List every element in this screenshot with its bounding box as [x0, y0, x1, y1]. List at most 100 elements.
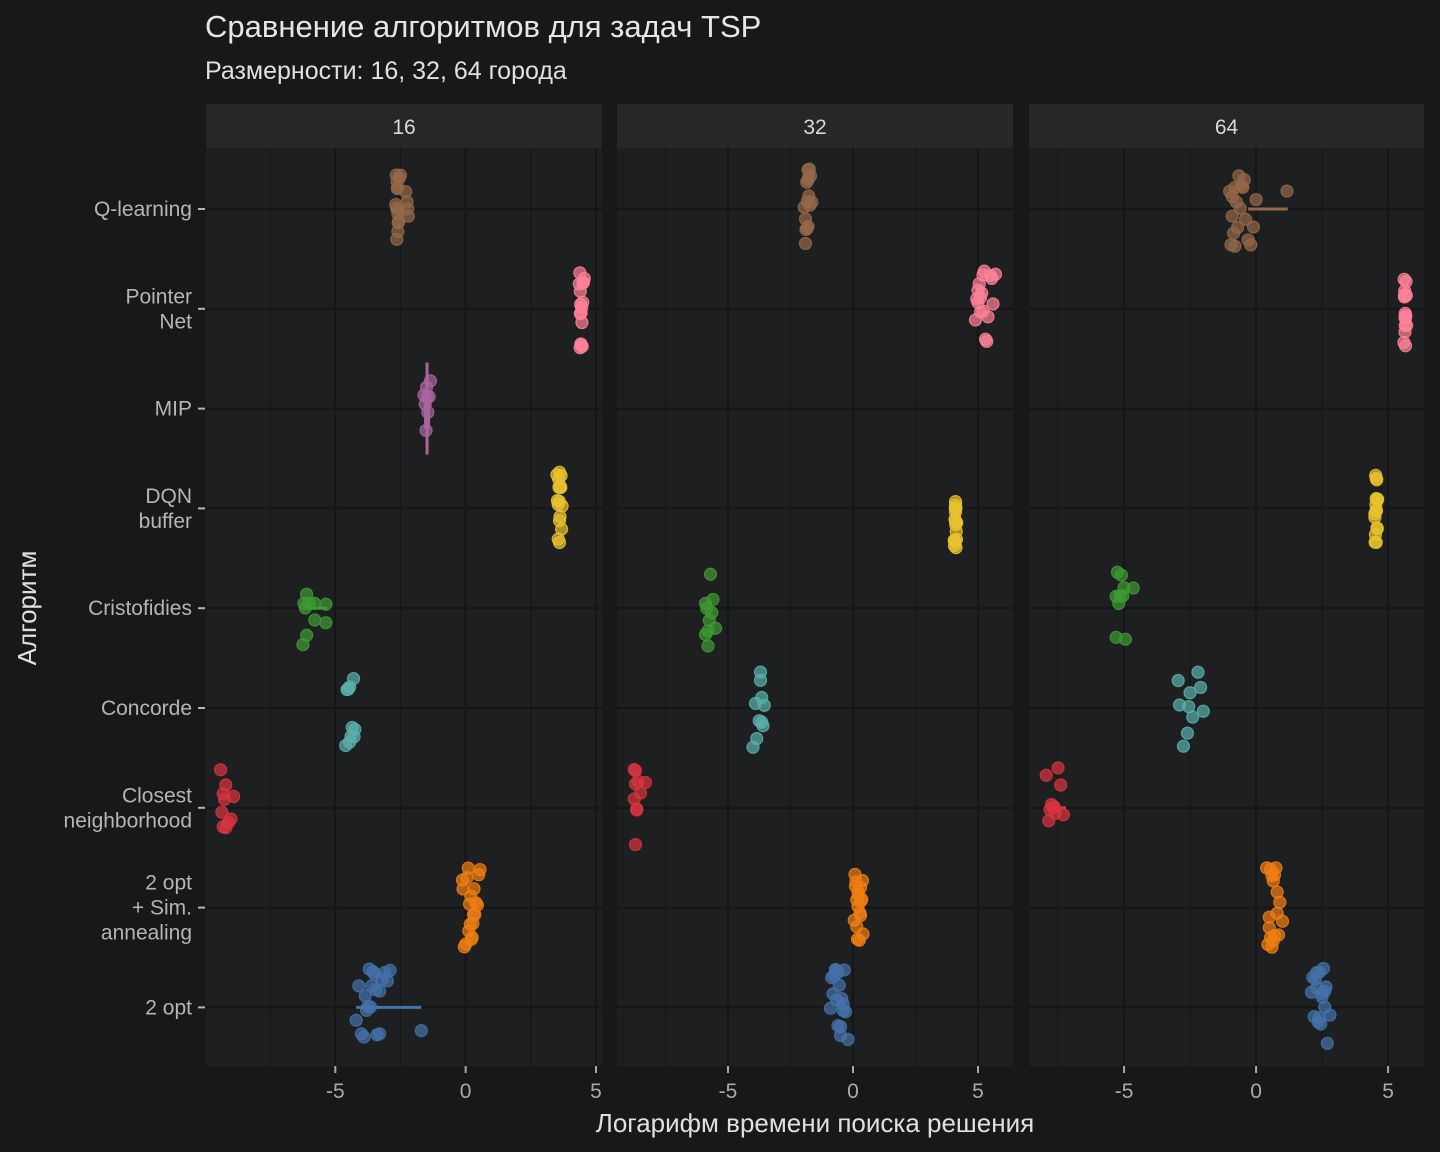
- facet-strip-label: 64: [1215, 116, 1239, 139]
- data-point: [1280, 184, 1294, 198]
- y-tick-label-line: Closest: [122, 784, 192, 807]
- y-tick-label-line: Net: [159, 310, 192, 333]
- data-point: [1182, 700, 1196, 714]
- data-point: [1320, 1036, 1334, 1050]
- data-point: [1237, 173, 1251, 187]
- data-point: [216, 820, 230, 834]
- data-point: [1110, 565, 1125, 579]
- data-point: [464, 932, 478, 946]
- data-point: [340, 683, 354, 697]
- y-tick-label: Closest neighborhood: [64, 784, 193, 832]
- facet-strip-label: 16: [392, 116, 415, 139]
- y-tick-label-line: DQN: [145, 485, 192, 508]
- data-point: [753, 673, 768, 687]
- y-tick-label-line: + Sim.: [132, 897, 192, 920]
- x-tick-label: -5: [719, 1080, 738, 1103]
- y-tick-label-line: Concorde: [101, 697, 192, 720]
- y-tick-label: Concorde: [101, 697, 192, 720]
- data-point: [217, 792, 232, 806]
- data-point: [755, 715, 769, 729]
- x-axis-title: Логарифм времени поиска решения: [596, 1108, 1034, 1138]
- data-point: [319, 616, 333, 630]
- data-point: [949, 540, 963, 555]
- data-point: [390, 175, 404, 189]
- data-point: [1228, 239, 1242, 253]
- data-point: [986, 297, 1000, 311]
- y-tick-label: Cristofidies: [88, 597, 192, 620]
- data-point: [1244, 238, 1258, 252]
- y-axis-title: Алгоритм: [12, 551, 42, 666]
- data-point: [358, 989, 372, 1003]
- y-tick-label: DQN buffer: [139, 485, 192, 533]
- data-point: [1314, 1017, 1328, 1031]
- panel-background: [1029, 148, 1424, 1066]
- facet-strip: [1029, 104, 1424, 148]
- data-point: [1171, 673, 1185, 688]
- data-point: [828, 963, 843, 977]
- data-point: [836, 1003, 850, 1017]
- data-point: [473, 862, 487, 877]
- data-point: [414, 1024, 428, 1038]
- data-point: [552, 494, 566, 508]
- data-point: [1270, 906, 1284, 920]
- data-point: [373, 984, 387, 998]
- data-point: [628, 837, 643, 852]
- y-tick-label-line: neighborhood: [64, 809, 192, 832]
- data-point: [1318, 1000, 1332, 1014]
- y-tick-label-line: MIP: [155, 398, 192, 421]
- data-point: [971, 295, 985, 310]
- x-tick-label: -5: [1115, 1080, 1134, 1103]
- y-tick-label: MIP: [155, 398, 192, 421]
- data-point: [352, 979, 366, 993]
- data-point: [628, 764, 643, 778]
- data-point: [467, 882, 481, 896]
- x-tick-label: 0: [847, 1080, 859, 1103]
- data-point: [1118, 632, 1132, 646]
- data-point: [1194, 680, 1208, 695]
- data-point: [1370, 522, 1384, 536]
- chart-title: Сравнение алгоритмов для задач TSP: [205, 9, 762, 44]
- facet-panel-16: 16 -5 0 5: [206, 104, 602, 1103]
- y-tick-label-line: annealing: [101, 922, 192, 945]
- y-tick-label-line: buffer: [139, 510, 192, 533]
- data-point: [213, 763, 228, 777]
- data-point: [1398, 339, 1413, 353]
- data-point: [308, 613, 322, 627]
- data-point: [853, 881, 868, 895]
- data-point: [1310, 981, 1324, 995]
- panel-background: [617, 148, 1013, 1066]
- facet-strip: [617, 104, 1013, 148]
- data-point: [575, 315, 589, 330]
- y-tick-label: Pointer Net: [125, 285, 192, 333]
- x-tick-label: -5: [326, 1080, 345, 1103]
- y-tick-label-line: Q-learning: [94, 198, 192, 221]
- data-point: [552, 514, 567, 528]
- data-point: [552, 465, 567, 479]
- y-tick-label: Q-learning: [94, 198, 192, 221]
- data-point: [627, 792, 641, 806]
- facet-strip-label: 32: [803, 116, 826, 139]
- data-point: [1227, 226, 1241, 240]
- data-point: [1039, 768, 1053, 782]
- data-point: [1225, 209, 1239, 223]
- x-tick-label: 0: [460, 1080, 472, 1103]
- data-point: [423, 374, 438, 388]
- data-point: [850, 893, 864, 907]
- facet-strip: [206, 104, 602, 148]
- data-point: [470, 898, 484, 912]
- data-point: [1246, 220, 1261, 234]
- data-point: [391, 216, 405, 230]
- data-point: [1180, 726, 1195, 740]
- facet-panel-32: 32 -5 0 5: [617, 104, 1013, 1103]
- facet-panel-64: 64 -5 0 5: [1029, 104, 1424, 1103]
- y-tick-label: 2 opt + Sim. annealing: [101, 872, 192, 945]
- data-point: [1263, 862, 1278, 876]
- data-point: [1191, 665, 1205, 679]
- data-point: [401, 202, 415, 216]
- data-point: [370, 1028, 384, 1042]
- data-point: [850, 932, 865, 946]
- y-tick-label-line: 2 opt: [145, 996, 192, 1019]
- data-point: [746, 740, 760, 754]
- data-point: [706, 592, 720, 607]
- x-tick-label: 5: [590, 1080, 602, 1103]
